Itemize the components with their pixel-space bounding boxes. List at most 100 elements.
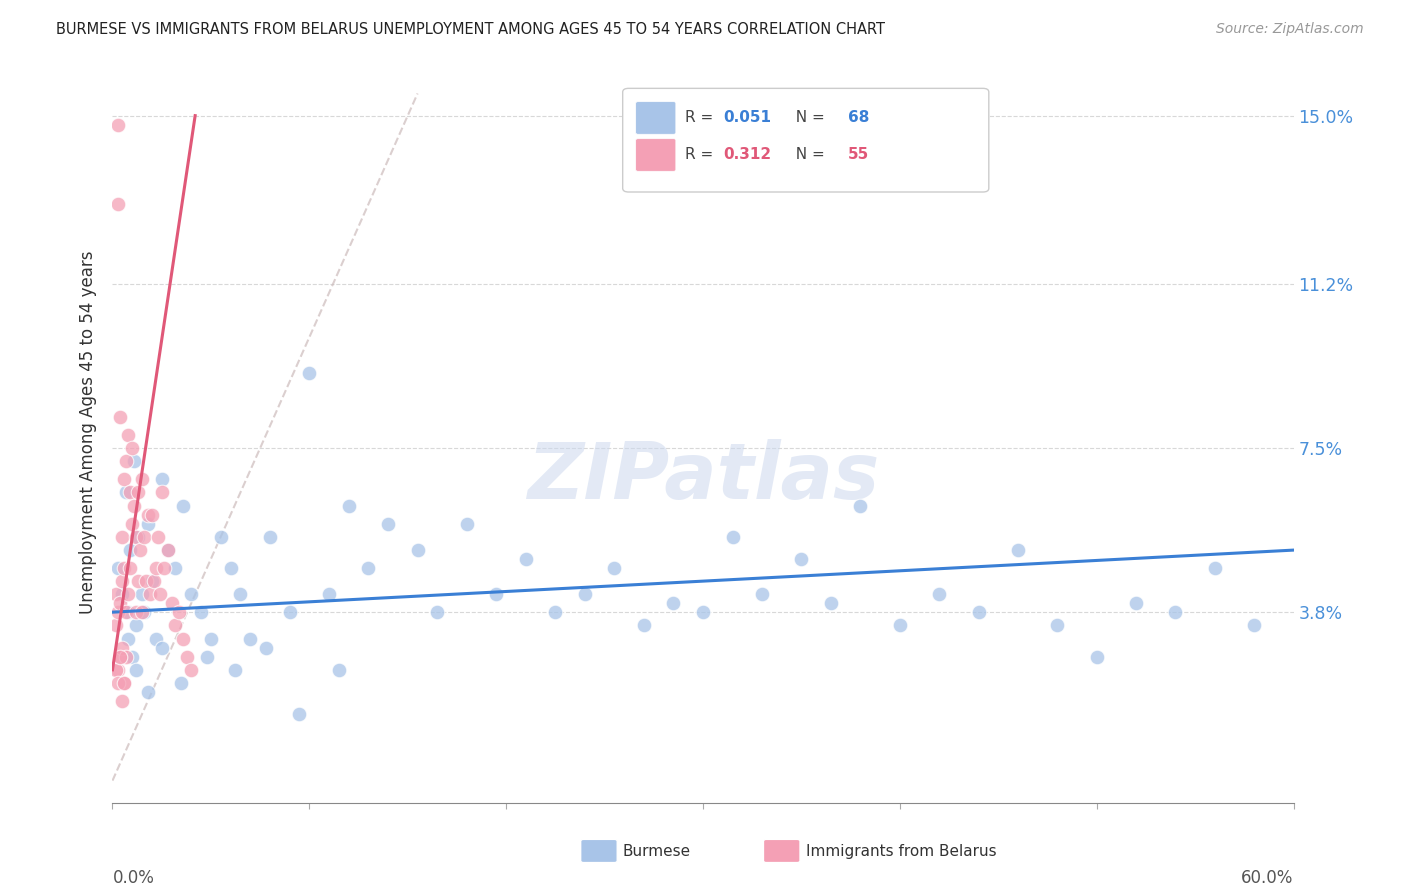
Point <box>1164 605 1187 619</box>
Point <box>170 676 193 690</box>
Point <box>120 543 142 558</box>
Point <box>111 587 134 601</box>
Text: 60.0%: 60.0% <box>1241 870 1294 888</box>
Point <box>127 530 149 544</box>
Point <box>160 596 183 610</box>
Point <box>156 543 179 558</box>
Point <box>141 508 163 522</box>
Point <box>662 596 685 610</box>
Point <box>328 663 350 677</box>
Point <box>115 485 138 500</box>
Point <box>136 516 159 531</box>
Point <box>111 694 134 708</box>
Point <box>110 649 132 664</box>
Point <box>117 587 139 601</box>
Point <box>112 676 135 690</box>
Point <box>150 640 173 655</box>
Point <box>120 561 142 575</box>
Point <box>176 649 198 664</box>
Point <box>107 197 129 211</box>
Point <box>129 543 152 558</box>
Text: BURMESE VS IMMIGRANTS FROM BELARUS UNEMPLOYMENT AMONG AGES 45 TO 54 YEARS CORREL: BURMESE VS IMMIGRANTS FROM BELARUS UNEMP… <box>56 22 886 37</box>
Point <box>107 118 129 132</box>
Point <box>165 561 187 575</box>
Point <box>111 574 134 588</box>
Point <box>145 632 167 646</box>
Point <box>239 632 262 646</box>
Point <box>721 530 744 544</box>
Point <box>790 552 813 566</box>
Text: N =: N = <box>786 147 830 162</box>
Point <box>112 676 135 690</box>
Point <box>132 605 155 619</box>
Point <box>190 605 212 619</box>
Point <box>278 605 301 619</box>
Point <box>117 427 139 442</box>
Point <box>1085 649 1108 664</box>
Point <box>337 499 360 513</box>
Point <box>110 596 132 610</box>
Point <box>603 561 626 575</box>
Point <box>105 618 128 632</box>
Point <box>122 499 145 513</box>
Point <box>426 605 449 619</box>
Point <box>111 530 134 544</box>
Point <box>112 561 135 575</box>
Point <box>146 530 169 544</box>
Point <box>209 530 232 544</box>
Point <box>131 472 153 486</box>
Point <box>288 707 311 722</box>
Point <box>107 676 129 690</box>
Point <box>169 605 191 619</box>
Point <box>131 605 153 619</box>
Point <box>195 649 218 664</box>
Point <box>180 587 202 601</box>
Point <box>136 685 159 699</box>
Text: 68: 68 <box>848 111 870 126</box>
FancyBboxPatch shape <box>636 102 676 135</box>
Point <box>1204 561 1226 575</box>
Point <box>172 499 194 513</box>
Point <box>110 649 132 664</box>
Point <box>1007 543 1029 558</box>
Point <box>125 663 148 677</box>
Point <box>150 472 173 486</box>
Point <box>318 587 340 601</box>
Point <box>142 574 165 588</box>
Text: Source: ZipAtlas.com: Source: ZipAtlas.com <box>1216 22 1364 37</box>
Point <box>165 618 187 632</box>
Point <box>254 640 277 655</box>
Point <box>456 516 478 531</box>
Point <box>111 640 134 655</box>
Text: 0.0%: 0.0% <box>112 870 155 888</box>
Point <box>121 649 143 664</box>
Point <box>967 605 990 619</box>
Text: ZIPatlas: ZIPatlas <box>527 439 879 515</box>
Text: N =: N = <box>786 111 830 126</box>
Text: 55: 55 <box>848 147 869 162</box>
Point <box>544 605 567 619</box>
Point <box>751 587 773 601</box>
Point <box>117 632 139 646</box>
Text: 0.051: 0.051 <box>723 111 770 126</box>
Point <box>172 632 194 646</box>
Point <box>127 574 149 588</box>
Text: R =: R = <box>685 147 718 162</box>
Point <box>377 516 399 531</box>
Point <box>107 561 129 575</box>
Point <box>112 472 135 486</box>
Point <box>125 605 148 619</box>
Point <box>219 561 242 575</box>
Point <box>298 366 321 380</box>
Point <box>150 485 173 500</box>
Point <box>141 574 163 588</box>
Point <box>928 587 950 601</box>
Point <box>633 618 655 632</box>
Point <box>156 543 179 558</box>
FancyBboxPatch shape <box>636 138 676 171</box>
Point <box>125 618 148 632</box>
Point <box>135 574 157 588</box>
Point <box>229 587 252 601</box>
Point <box>131 587 153 601</box>
Point <box>117 605 139 619</box>
